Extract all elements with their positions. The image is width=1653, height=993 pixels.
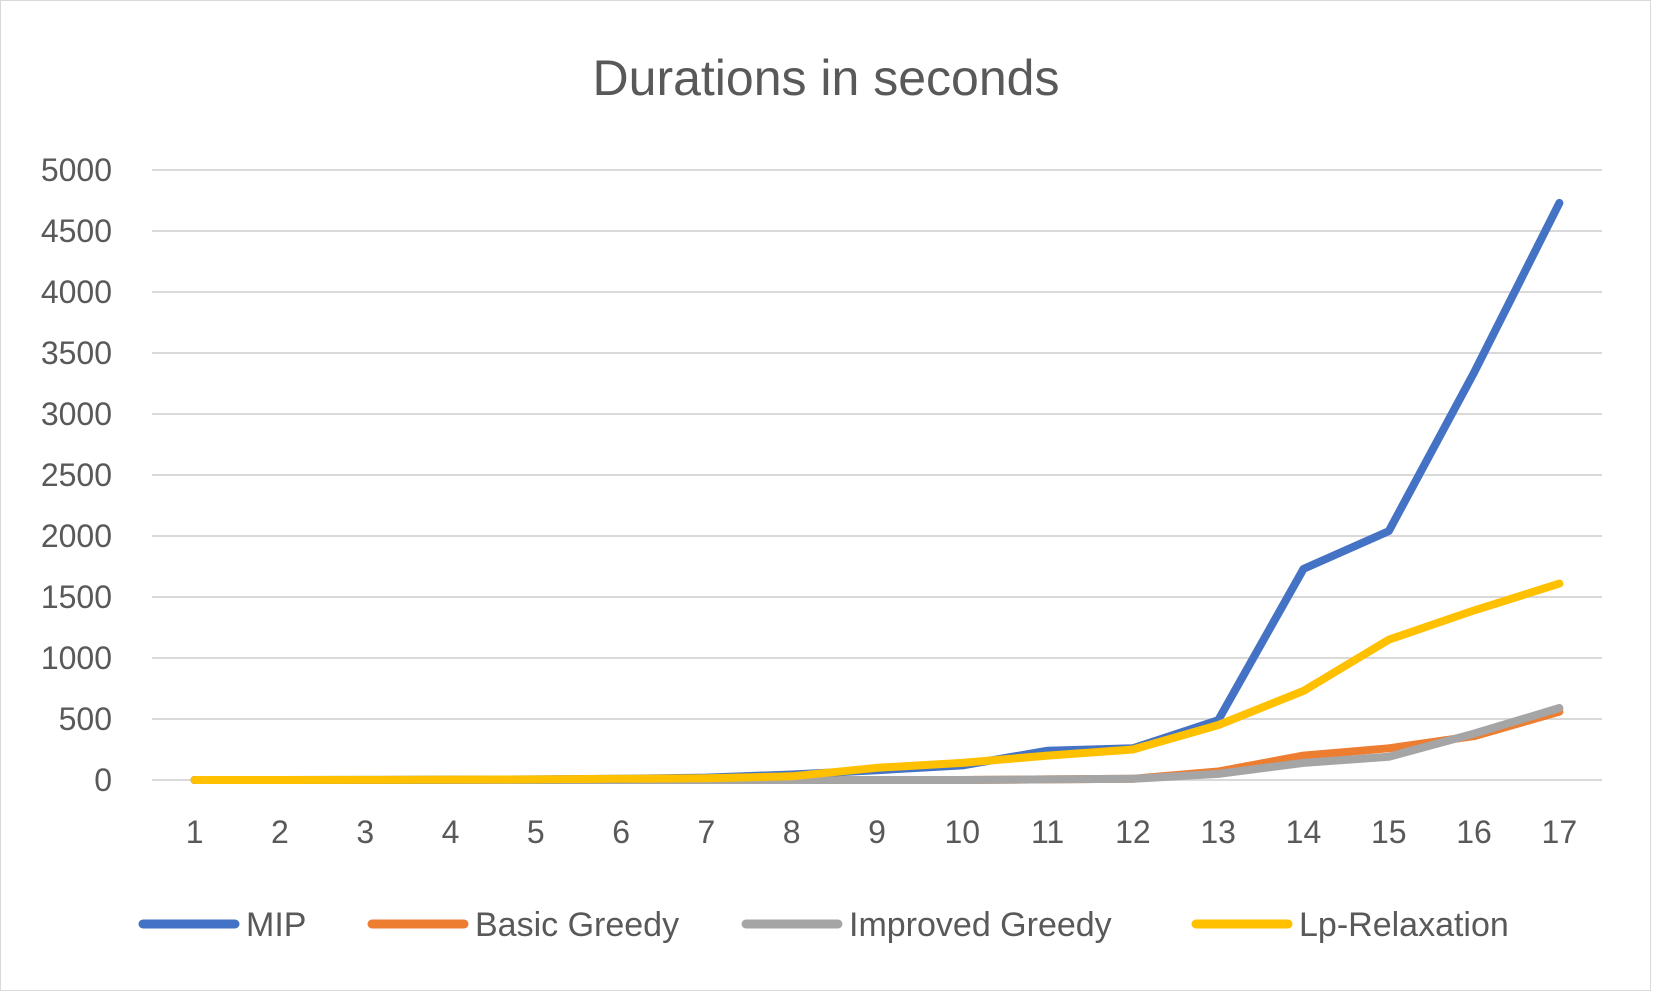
- x-tick-label: 3: [356, 814, 374, 850]
- y-tick-label: 1500: [41, 579, 112, 615]
- x-tick-label: 2: [271, 814, 289, 850]
- x-tick-label: 9: [868, 814, 886, 850]
- y-tick-label: 3500: [41, 335, 112, 371]
- x-tick-label: 4: [442, 814, 460, 850]
- y-tick-label: 4000: [41, 274, 112, 310]
- gridlines: [152, 169, 1602, 781]
- series-lines: [190, 198, 1564, 784]
- x-tick-label: 13: [1200, 814, 1236, 850]
- legend: MIP Basic Greedy Improved Greedy Lp-Relaxat…: [138, 906, 1509, 944]
- legend-label-mip: MIP: [246, 906, 306, 944]
- legend-label-improved-greedy: Improved Greedy: [849, 906, 1112, 944]
- x-tick-label: 10: [944, 814, 980, 850]
- y-tick-label: 3000: [41, 396, 112, 432]
- y-tick-label: 5000: [41, 152, 112, 188]
- series-line-mip: [190, 198, 1564, 784]
- x-tick-label: 14: [1286, 814, 1322, 850]
- legend-label-basic-greedy: Basic Greedy: [475, 906, 679, 944]
- y-tick-label: 0: [94, 762, 112, 798]
- y-tick-label: 4500: [41, 213, 112, 249]
- x-tick-label: 16: [1456, 814, 1492, 850]
- x-tick-label: 15: [1371, 814, 1407, 850]
- series-line-lp-relaxation: [190, 579, 1564, 784]
- x-tick-label: 8: [783, 814, 801, 850]
- y-tick-label: 2000: [41, 518, 112, 554]
- x-tick-label: 1: [186, 814, 204, 850]
- x-tick-label: 11: [1031, 814, 1064, 850]
- y-axis-ticks: 0 500 1000 1500 2000 2500 3000 3500 4000 4500 5000: [41, 152, 112, 798]
- y-tick-label: 1000: [41, 640, 112, 676]
- legend-label-lp-relaxation: Lp-Relaxation: [1299, 906, 1509, 944]
- x-axis-ticks: 1 2 3 4 5 6 7 8 9 10 11 12 13 14 15 16 17: [186, 814, 1577, 850]
- y-tick-label: 500: [59, 701, 112, 737]
- y-tick-label: 2500: [41, 457, 112, 493]
- x-tick-label: 12: [1115, 814, 1151, 850]
- chart-title: Durations in seconds: [593, 50, 1060, 106]
- x-tick-label: 5: [527, 814, 545, 850]
- x-tick-label: 6: [612, 814, 630, 850]
- x-tick-label: 7: [698, 814, 716, 850]
- x-tick-label: 17: [1542, 814, 1578, 850]
